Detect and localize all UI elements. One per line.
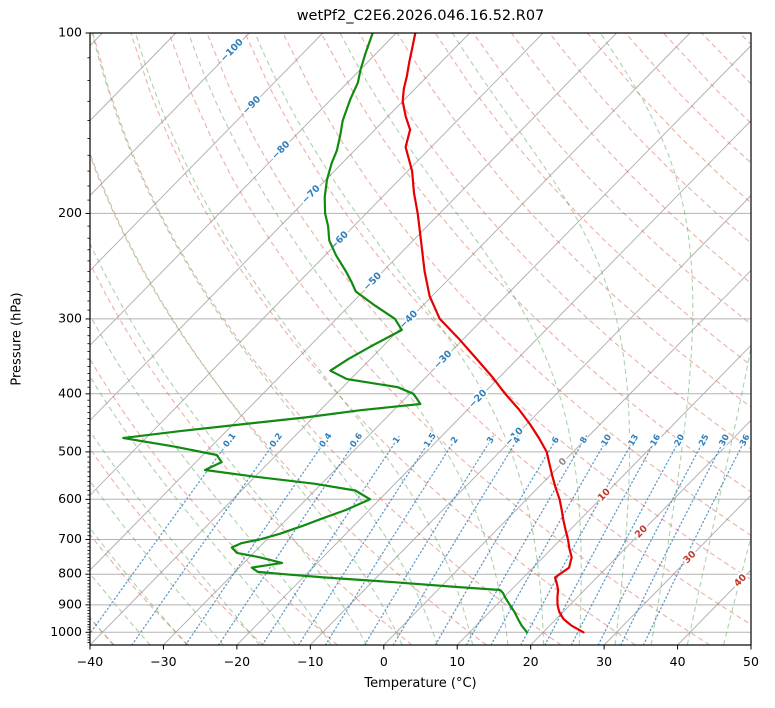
svg-text:1000: 1000 [50, 624, 82, 639]
dry-adiabat-lines [90, 33, 751, 645]
svg-text:−20: −20 [224, 654, 250, 669]
svg-text:40: 40 [670, 654, 686, 669]
svg-text:−10: −10 [297, 654, 323, 669]
mixing-ratio-lines [90, 435, 748, 645]
plot-background [90, 33, 751, 645]
plot-frame [89, 32, 752, 646]
temperature-curve [401, 33, 585, 634]
dewpoint-curve [122, 33, 529, 634]
svg-text:700: 700 [58, 531, 82, 546]
svg-text:−40: −40 [77, 654, 103, 669]
svg-text:−30: −30 [150, 654, 176, 669]
isobar-gridlines [90, 33, 751, 633]
svg-text:30: 30 [596, 654, 612, 669]
x-axis-ticks: −40 −30 −20 −10 0 10 20 30 40 50 [77, 645, 759, 669]
y-axis-ticks: 100 200 300 400 500 600 700 800 900 1000 [50, 25, 90, 643]
svg-text:20: 20 [523, 654, 539, 669]
svg-text:400: 400 [58, 385, 82, 400]
x-axis-label: Temperature (°C) [364, 676, 477, 691]
svg-text:300: 300 [58, 310, 82, 325]
chart-title: wetPf2_C2E6.2026.046.16.52.R07 [296, 8, 545, 24]
svg-text:100: 100 [58, 25, 82, 40]
svg-text:200: 200 [58, 205, 82, 220]
isotherm-lines [90, 33, 751, 645]
svg-text:0: 0 [380, 654, 388, 669]
svg-text:10: 10 [449, 654, 465, 669]
svg-text:50: 50 [743, 654, 759, 669]
svg-text:900: 900 [58, 596, 82, 611]
svg-text:600: 600 [58, 491, 82, 506]
svg-text:500: 500 [58, 443, 82, 458]
svg-text:800: 800 [58, 566, 82, 581]
